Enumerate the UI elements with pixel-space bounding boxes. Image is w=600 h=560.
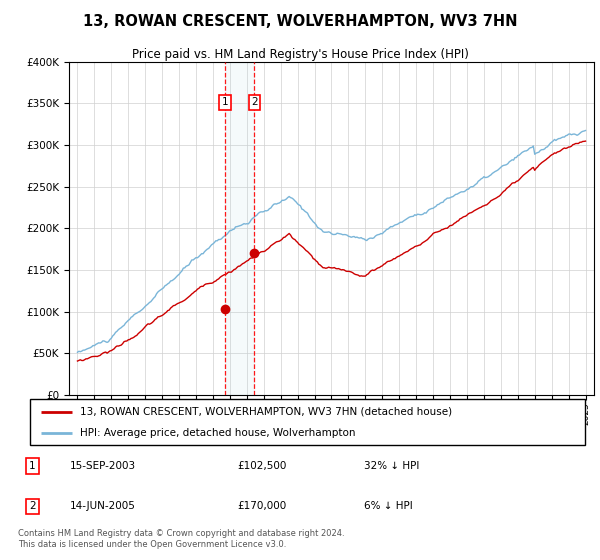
Text: 1: 1 bbox=[29, 461, 36, 471]
Text: Price paid vs. HM Land Registry's House Price Index (HPI): Price paid vs. HM Land Registry's House … bbox=[131, 48, 469, 60]
Text: 6% ↓ HPI: 6% ↓ HPI bbox=[364, 501, 412, 511]
Text: 2: 2 bbox=[29, 501, 36, 511]
Text: 14-JUN-2005: 14-JUN-2005 bbox=[70, 501, 136, 511]
Bar bbox=[225, 62, 254, 395]
FancyBboxPatch shape bbox=[30, 399, 585, 445]
Text: 13, ROWAN CRESCENT, WOLVERHAMPTON, WV3 7HN (detached house): 13, ROWAN CRESCENT, WOLVERHAMPTON, WV3 7… bbox=[80, 407, 452, 417]
Text: Contains HM Land Registry data © Crown copyright and database right 2024.
This d: Contains HM Land Registry data © Crown c… bbox=[18, 529, 344, 549]
Text: £170,000: £170,000 bbox=[237, 501, 286, 511]
Text: HPI: Average price, detached house, Wolverhampton: HPI: Average price, detached house, Wolv… bbox=[80, 428, 355, 438]
Text: 2: 2 bbox=[251, 97, 258, 108]
Text: £102,500: £102,500 bbox=[237, 461, 286, 471]
Text: 32% ↓ HPI: 32% ↓ HPI bbox=[364, 461, 419, 471]
Text: 1: 1 bbox=[221, 97, 228, 108]
Text: 13, ROWAN CRESCENT, WOLVERHAMPTON, WV3 7HN: 13, ROWAN CRESCENT, WOLVERHAMPTON, WV3 7… bbox=[83, 14, 517, 29]
Text: 15-SEP-2003: 15-SEP-2003 bbox=[70, 461, 136, 471]
